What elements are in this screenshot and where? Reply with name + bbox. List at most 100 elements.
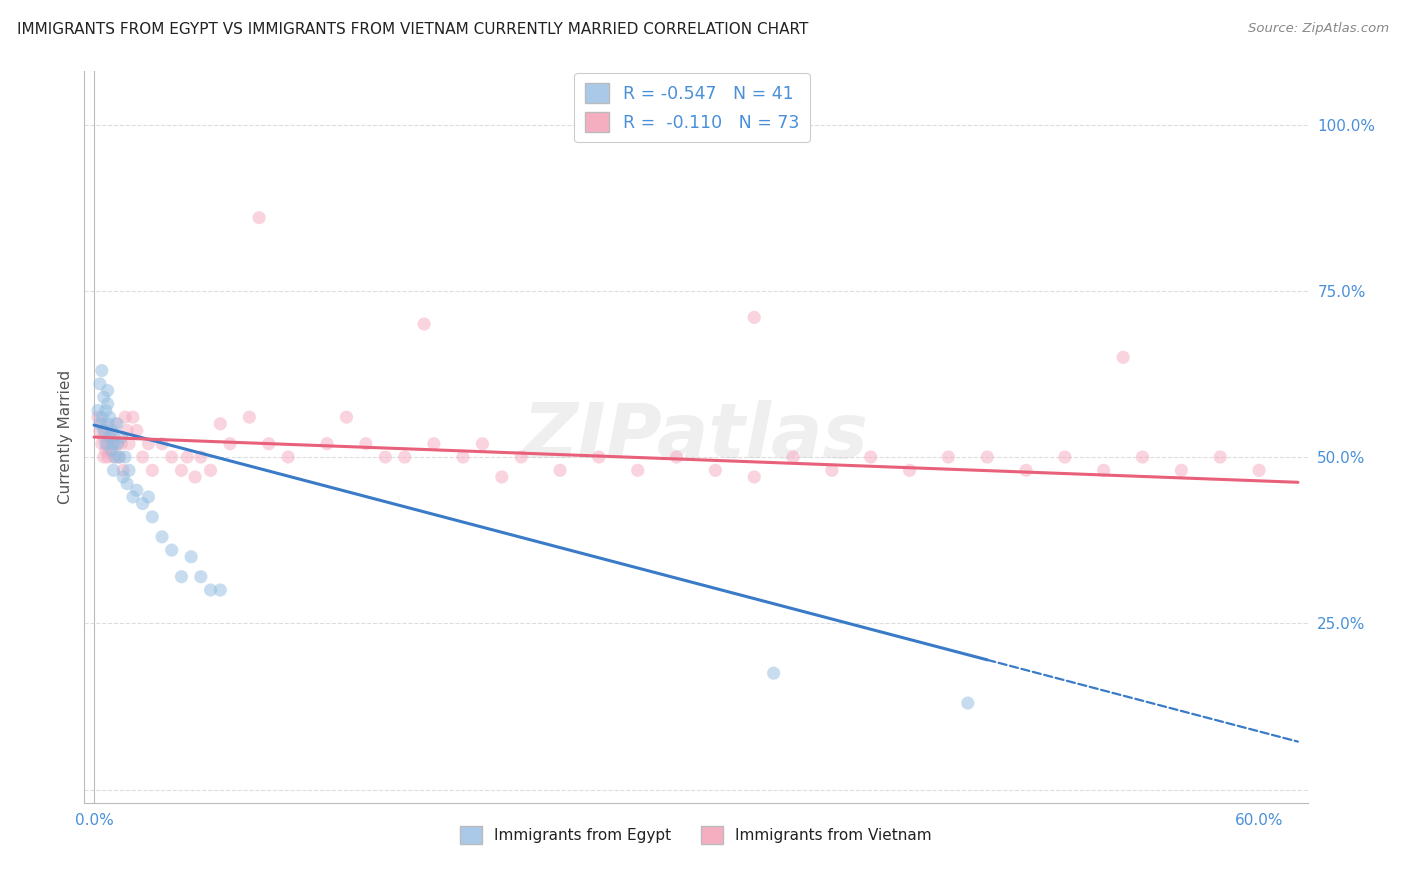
Point xyxy=(131,497,153,511)
Point xyxy=(141,509,163,524)
Point xyxy=(87,403,110,417)
Point xyxy=(138,490,160,504)
Point xyxy=(821,463,844,477)
Point xyxy=(491,470,513,484)
Point xyxy=(114,410,136,425)
Point xyxy=(1247,463,1270,477)
Point xyxy=(105,436,128,450)
Text: ZIPatlas: ZIPatlas xyxy=(523,401,869,474)
Point xyxy=(219,436,242,450)
Point xyxy=(89,417,111,431)
Point xyxy=(374,450,396,464)
Point xyxy=(97,417,120,431)
Point xyxy=(170,463,193,477)
Point xyxy=(782,450,804,464)
Point xyxy=(112,463,135,477)
Point xyxy=(94,436,117,450)
Point xyxy=(190,570,212,584)
Point xyxy=(103,450,125,464)
Point xyxy=(93,450,115,464)
Point xyxy=(170,570,193,584)
Point xyxy=(105,417,128,431)
Point xyxy=(115,476,138,491)
Point xyxy=(97,397,120,411)
Point xyxy=(665,450,688,464)
Point xyxy=(335,410,357,425)
Point xyxy=(762,666,785,681)
Point xyxy=(90,436,112,450)
Point xyxy=(97,384,120,398)
Point xyxy=(118,436,141,450)
Point xyxy=(200,582,222,597)
Point xyxy=(548,463,571,477)
Point xyxy=(184,470,207,484)
Point xyxy=(354,436,377,450)
Point xyxy=(93,424,115,438)
Point xyxy=(100,424,122,438)
Point xyxy=(150,530,173,544)
Point xyxy=(94,424,117,438)
Point xyxy=(110,436,132,450)
Point xyxy=(209,582,232,597)
Point xyxy=(87,410,110,425)
Point xyxy=(510,450,533,464)
Point xyxy=(200,463,222,477)
Point xyxy=(125,483,148,498)
Point xyxy=(742,470,765,484)
Point xyxy=(97,436,120,450)
Point xyxy=(209,417,232,431)
Y-axis label: Currently Married: Currently Married xyxy=(58,370,73,504)
Point xyxy=(105,436,128,450)
Point xyxy=(100,436,122,450)
Point xyxy=(104,450,127,464)
Point xyxy=(93,390,115,404)
Point xyxy=(394,450,416,464)
Point xyxy=(742,310,765,325)
Point xyxy=(1170,463,1192,477)
Point xyxy=(413,317,436,331)
Point xyxy=(1092,463,1115,477)
Text: IMMIGRANTS FROM EGYPT VS IMMIGRANTS FROM VIETNAM CURRENTLY MARRIED CORRELATION C: IMMIGRANTS FROM EGYPT VS IMMIGRANTS FROM… xyxy=(17,22,808,37)
Point xyxy=(98,430,121,444)
Point xyxy=(1209,450,1232,464)
Point xyxy=(704,463,727,477)
Point xyxy=(257,436,280,450)
Point xyxy=(423,436,446,450)
Point xyxy=(94,443,117,458)
Point xyxy=(114,450,136,464)
Point xyxy=(93,430,115,444)
Point xyxy=(150,436,173,450)
Point xyxy=(859,450,882,464)
Point xyxy=(89,424,111,438)
Point xyxy=(90,417,112,431)
Point xyxy=(118,463,141,477)
Point xyxy=(108,450,131,464)
Point xyxy=(104,417,127,431)
Point xyxy=(100,443,122,458)
Point xyxy=(89,376,111,391)
Point xyxy=(180,549,202,564)
Point xyxy=(1132,450,1154,464)
Point xyxy=(115,424,138,438)
Point xyxy=(125,424,148,438)
Point xyxy=(190,450,212,464)
Point xyxy=(898,463,921,477)
Point xyxy=(451,450,474,464)
Point xyxy=(247,211,270,225)
Point xyxy=(103,436,125,450)
Point xyxy=(97,450,120,464)
Point xyxy=(90,410,112,425)
Point xyxy=(316,436,339,450)
Point xyxy=(1112,351,1135,365)
Point xyxy=(160,543,183,558)
Point xyxy=(90,363,112,377)
Point xyxy=(938,450,960,464)
Point xyxy=(588,450,610,464)
Point xyxy=(110,430,132,444)
Text: Source: ZipAtlas.com: Source: ZipAtlas.com xyxy=(1249,22,1389,36)
Legend: Immigrants from Egypt, Immigrants from Vietnam: Immigrants from Egypt, Immigrants from V… xyxy=(454,820,938,850)
Point xyxy=(112,470,135,484)
Point xyxy=(627,463,650,477)
Point xyxy=(141,463,163,477)
Point xyxy=(98,410,121,425)
